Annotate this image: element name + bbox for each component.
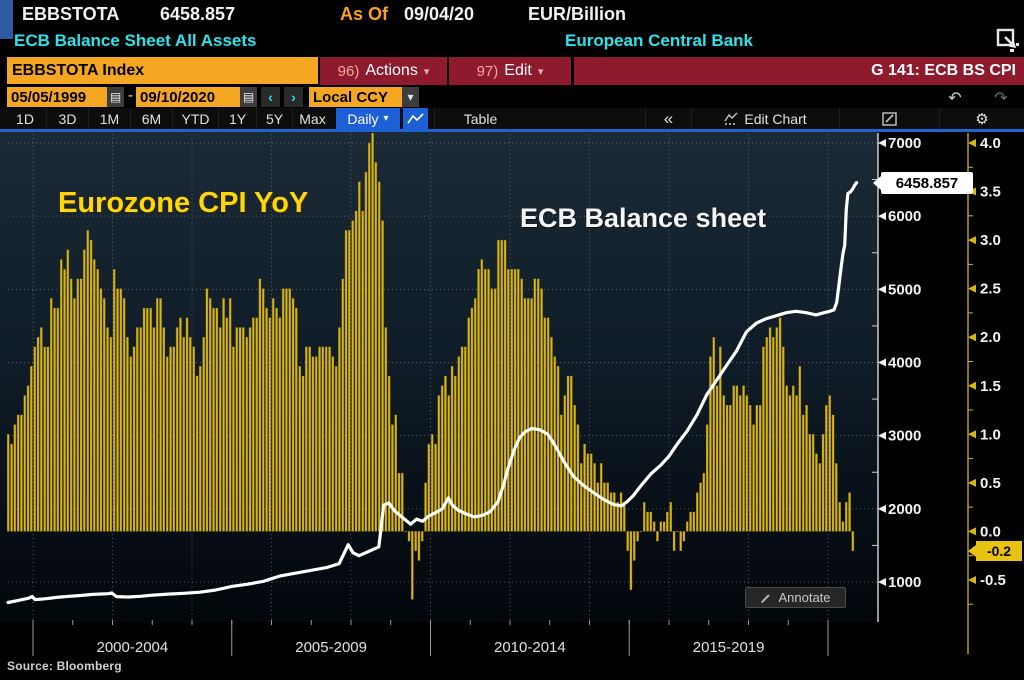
cpi-annotation: Eurozone CPI YoY xyxy=(58,187,309,219)
last-value-tag-balance-sheet: 6458.857 xyxy=(873,172,973,194)
as-of-label: As Of xyxy=(340,4,389,24)
toolbar-underline xyxy=(0,129,1024,132)
annotation-mode-button[interactable] xyxy=(839,108,939,129)
security-description: ECB Balance Sheet All Assets xyxy=(14,31,257,50)
edit-menu-number: 97) xyxy=(476,62,499,80)
cpi-bars xyxy=(7,133,855,600)
range-tab-6m[interactable]: 6M xyxy=(130,108,172,129)
undo-icon[interactable]: ↶ xyxy=(948,89,962,107)
range-tab-1d[interactable]: 1D xyxy=(16,110,34,127)
edit-button[interactable]: 97) Edit ▾ xyxy=(449,57,571,85)
actions-button[interactable]: 96) Actions ▾ xyxy=(320,57,447,85)
svg-text:2010-2014: 2010-2014 xyxy=(494,639,566,656)
chevron-down-icon: ▾ xyxy=(537,65,544,78)
chart-type-line-button[interactable] xyxy=(403,108,428,129)
chevron-down-icon: ▾ xyxy=(383,113,389,124)
security-input[interactable]: EBBSTOTA Index xyxy=(7,57,318,84)
redo-icon[interactable]: ↷ xyxy=(994,89,1008,107)
actions-menu-number: 96) xyxy=(337,62,360,80)
svg-text:2005-2009: 2005-2009 xyxy=(295,639,367,656)
line-chart-icon xyxy=(407,113,424,124)
svg-text:-0.5: -0.5 xyxy=(980,572,1006,589)
currency-select[interactable]: Local CCY xyxy=(309,87,402,107)
source-attribution: Source: Bloomberg xyxy=(7,659,122,673)
start-date-input[interactable]: 05/05/1999 xyxy=(7,87,107,107)
export-screen-icon[interactable] xyxy=(994,27,1021,54)
calendar-icon[interactable]: ▤ xyxy=(240,87,257,107)
pencil-icon xyxy=(761,593,771,603)
svg-text:2.0: 2.0 xyxy=(980,329,1001,346)
chart-title-tag: G 141: ECB BS CPI xyxy=(574,57,1024,85)
collapse-toolbar-icon[interactable]: « xyxy=(645,108,691,129)
range-tab-3d[interactable]: 3D xyxy=(46,108,88,129)
table-button[interactable]: Table xyxy=(434,108,526,129)
range-tab-ytd[interactable]: YTD xyxy=(172,108,218,129)
range-tab-5y[interactable]: 5Y xyxy=(256,108,292,129)
annotate-button[interactable]: Annotate xyxy=(745,587,846,608)
last-value: 6458.857 xyxy=(160,4,236,24)
range-tab-max[interactable]: Max xyxy=(292,108,332,129)
chart-canvas[interactable]: 7000 6000 5000 4000 3000 2000 1000 4.0 3.5 3.0 2.5… xyxy=(0,132,1024,680)
svg-text:2000-2004: 2000-2004 xyxy=(97,639,169,656)
edit-label: Edit xyxy=(504,62,532,79)
svg-text:7000: 7000 xyxy=(888,135,921,152)
ticker-symbol: EBBSTOTA xyxy=(22,4,120,24)
end-date-input[interactable]: 09/10/2020 xyxy=(136,87,240,107)
frequency-select[interactable]: Daily ▾ xyxy=(336,108,400,129)
range-tab-1m[interactable]: 1M xyxy=(88,108,130,129)
actions-label: Actions xyxy=(365,62,418,79)
range-tab-1y[interactable]: 1Y xyxy=(218,108,256,129)
last-value-tag-cpi: -0.2 xyxy=(968,541,1022,561)
chevron-down-icon[interactable]: ▾ xyxy=(402,87,419,107)
svg-text:3.5: 3.5 xyxy=(980,184,1001,201)
edit-chart-label: Edit Chart xyxy=(744,110,807,127)
svg-text:1.0: 1.0 xyxy=(980,426,1001,443)
balance-sheet-annotation: ECB Balance sheet xyxy=(520,203,767,233)
shift-range-forward-button[interactable]: › xyxy=(284,87,303,107)
calendar-icon[interactable]: ▤ xyxy=(107,87,124,107)
security-color-bar xyxy=(0,0,13,39)
as-of-date: 09/04/20 xyxy=(404,4,475,24)
issuer-name: European Central Bank xyxy=(565,31,753,50)
svg-text:4000: 4000 xyxy=(888,355,921,372)
annotate-label: Annotate xyxy=(778,590,831,605)
svg-text:2000: 2000 xyxy=(888,501,921,518)
balance-sheet-line xyxy=(6,180,859,605)
svg-text:0.0: 0.0 xyxy=(980,523,1001,540)
svg-text:6000: 6000 xyxy=(888,208,921,225)
edit-chart-button[interactable]: Edit Chart xyxy=(691,108,839,129)
svg-text:2.5: 2.5 xyxy=(980,281,1001,298)
mini-chart-icon xyxy=(724,112,738,125)
svg-text:0.5: 0.5 xyxy=(980,475,1001,492)
svg-text:1.5: 1.5 xyxy=(980,378,1001,395)
gear-icon[interactable]: ⚙ xyxy=(939,108,1024,129)
frequency-value: Daily xyxy=(347,110,379,127)
date-range-separator: - xyxy=(128,87,133,104)
unit-label: EUR/Billion xyxy=(528,4,626,24)
chevron-down-icon: ▾ xyxy=(423,65,430,78)
chart-region: 7000 6000 5000 4000 3000 2000 1000 4.0 3.5 3.0 2.5… xyxy=(0,132,1024,680)
svg-text:5000: 5000 xyxy=(888,281,921,298)
svg-text:1000: 1000 xyxy=(888,574,921,591)
shift-range-back-button[interactable]: ‹ xyxy=(261,87,280,107)
svg-text:4.0: 4.0 xyxy=(980,135,1001,152)
pencil-box-icon xyxy=(882,111,897,126)
svg-text:3000: 3000 xyxy=(888,428,921,445)
svg-text:3.0: 3.0 xyxy=(980,232,1001,249)
svg-text:2015-2019: 2015-2019 xyxy=(693,639,765,656)
